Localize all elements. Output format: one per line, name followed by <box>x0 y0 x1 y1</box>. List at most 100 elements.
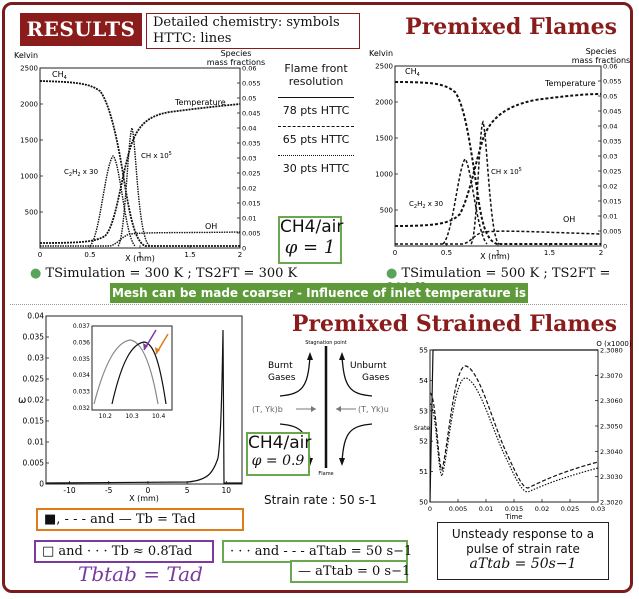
tick-label: 55 <box>419 347 428 355</box>
purple-arrowhead-icon <box>143 343 148 350</box>
label-ch: CH x 105 <box>491 167 522 176</box>
strain-rate-label: Strain rate : 50 s-1 <box>264 493 377 507</box>
y2label-line2: mass fractions <box>572 56 630 65</box>
tick-label: -10 <box>63 486 75 495</box>
tick-label: 10 <box>222 486 232 495</box>
tick-label: 500 <box>25 209 38 217</box>
inset-tick-label: 0.036 <box>73 339 90 346</box>
results-banner: RESULTS <box>20 13 142 46</box>
tick-label: 2 <box>238 251 242 259</box>
tick-label: 0.02 <box>27 396 44 405</box>
tick-label: 0 <box>242 245 246 253</box>
resolution-item-30: 30 pts HTTC <box>282 162 350 175</box>
xlabel: X (mm) <box>129 494 159 503</box>
ylabel-kelvin: Kelvin <box>14 51 38 60</box>
chart-premixed-500K: Kelvin Species mass fractions 500 1000 150… <box>369 47 630 261</box>
chart-premixed-300K: Kelvin Species mass fractions 500 1000 150… <box>14 49 265 263</box>
label-c2h2: C2H2 x 30 <box>409 200 443 210</box>
tick-label: 1.5 <box>544 249 555 257</box>
arrowhead-icon <box>336 406 341 412</box>
tick-label: 0.05 <box>603 93 617 101</box>
tick-label: 2500 <box>20 65 38 73</box>
temperature-curve <box>394 93 602 227</box>
burnt-label: Burnt <box>268 361 293 371</box>
legend-box-tad: ■, - - - and — Tb = Tad <box>36 508 244 531</box>
oh-curve <box>40 231 241 247</box>
tick-label: 1.5 <box>184 251 195 259</box>
tick-label: 0.05 <box>242 95 256 103</box>
xlabel-time: Time <box>504 513 522 520</box>
tick-label: 1000 <box>375 171 393 179</box>
tick-label: 0.025 <box>23 375 45 384</box>
ylabel-srate: Srate <box>414 425 430 432</box>
tick-label: 0.5 <box>84 251 95 259</box>
tick-label: 0 <box>603 243 607 251</box>
mixture-fuel: CH4/air <box>280 217 344 237</box>
tick-label: 2 <box>599 249 603 257</box>
tick-label: 52 <box>419 438 428 446</box>
title-premixed-flames: Premixed Flames <box>405 14 617 40</box>
tick-label: 0.04 <box>242 125 256 133</box>
tick-label: 0.025 <box>242 170 261 178</box>
tb-tab-equation: Tbtab = Tad <box>78 562 203 586</box>
legend-line-2: HTTC: lines <box>153 31 232 46</box>
tick-label: 0.03 <box>27 354 44 363</box>
inset-tick-label: 0.033 <box>73 389 90 396</box>
tick-label: 0 <box>393 249 397 257</box>
tick-label: 0.005 <box>603 228 622 236</box>
tick-label: 54 <box>419 377 428 385</box>
tick-label: 53 <box>419 407 428 415</box>
mixture-box-phi1: CH4/air φ = 1 <box>278 216 344 264</box>
tick-label: 0.06 <box>242 65 256 73</box>
tick-label: 51 <box>419 468 428 476</box>
burnt-gases-label: Gases <box>268 373 296 383</box>
inset-frame <box>91 325 173 411</box>
tick-label: 0.055 <box>242 80 261 88</box>
label-oh: OH <box>563 215 575 224</box>
tick-label: 2.3050 <box>600 423 623 431</box>
oh-curve <box>395 230 602 245</box>
tick-label: 1500 <box>375 135 393 143</box>
tick-label: 0.025 <box>603 168 622 176</box>
ch4-curve <box>39 80 240 247</box>
chart-omega: 0 0.005 0.01 0.015 0.02 0.025 0.03 0.035 0.04 -1… <box>18 312 243 503</box>
unsteady-line-1: Unsteady response to a <box>451 527 595 541</box>
inset-curve-grey <box>93 339 159 405</box>
legend-box-strain0: — aTtab = 0 s−1 <box>290 560 410 583</box>
stagnation-label: Stagnation point <box>305 340 347 346</box>
inset-tick-label: 0.032 <box>73 405 90 412</box>
arrowhead-icon <box>339 352 345 360</box>
tick-label: 0.005 <box>242 230 261 238</box>
arrowhead-icon <box>307 352 313 360</box>
tick-label: 2.3080 <box>600 347 623 355</box>
temperature-curve <box>39 103 241 244</box>
inset-curve-black <box>111 341 167 405</box>
tick-label: 0 <box>146 486 151 495</box>
tick-label: 2.3040 <box>600 448 623 456</box>
tick-label: 0.015 <box>603 198 622 206</box>
tick-label: 0.045 <box>603 108 622 116</box>
tick-label: 0.5 <box>441 249 452 257</box>
resolution-item-65: 65 pts HTTC <box>282 133 350 146</box>
legend-line-1: Detailed chemistry: symbols <box>153 15 340 30</box>
tick-label: 0.01 <box>479 505 493 513</box>
bullet-icon: ● <box>386 266 402 281</box>
xlabel: X (mm) <box>125 254 155 263</box>
bullet-icon: ● <box>30 266 46 281</box>
tick-label: 0.02 <box>603 183 617 191</box>
srate-step-curve <box>429 349 598 503</box>
tick-label: 0 <box>38 251 42 259</box>
inset-tick-label: 0.034 <box>73 372 90 379</box>
tick-label: 500 <box>380 207 393 215</box>
tick-label: 2.3070 <box>600 372 623 380</box>
inset-tick-label: 0.037 <box>73 323 90 330</box>
label-ch4: CH4 <box>405 67 420 78</box>
tick-label: 1 <box>138 251 142 259</box>
flame-label: Flame <box>318 471 333 477</box>
inset-tick-label: 10.3 <box>125 413 139 420</box>
plot-frame <box>39 67 241 249</box>
tick-label: 2.3020 <box>600 499 623 507</box>
streamline-icon <box>279 355 311 397</box>
state-unburnt: (T, Yk)u <box>358 405 389 414</box>
tick-label: 0.025 <box>561 505 580 513</box>
